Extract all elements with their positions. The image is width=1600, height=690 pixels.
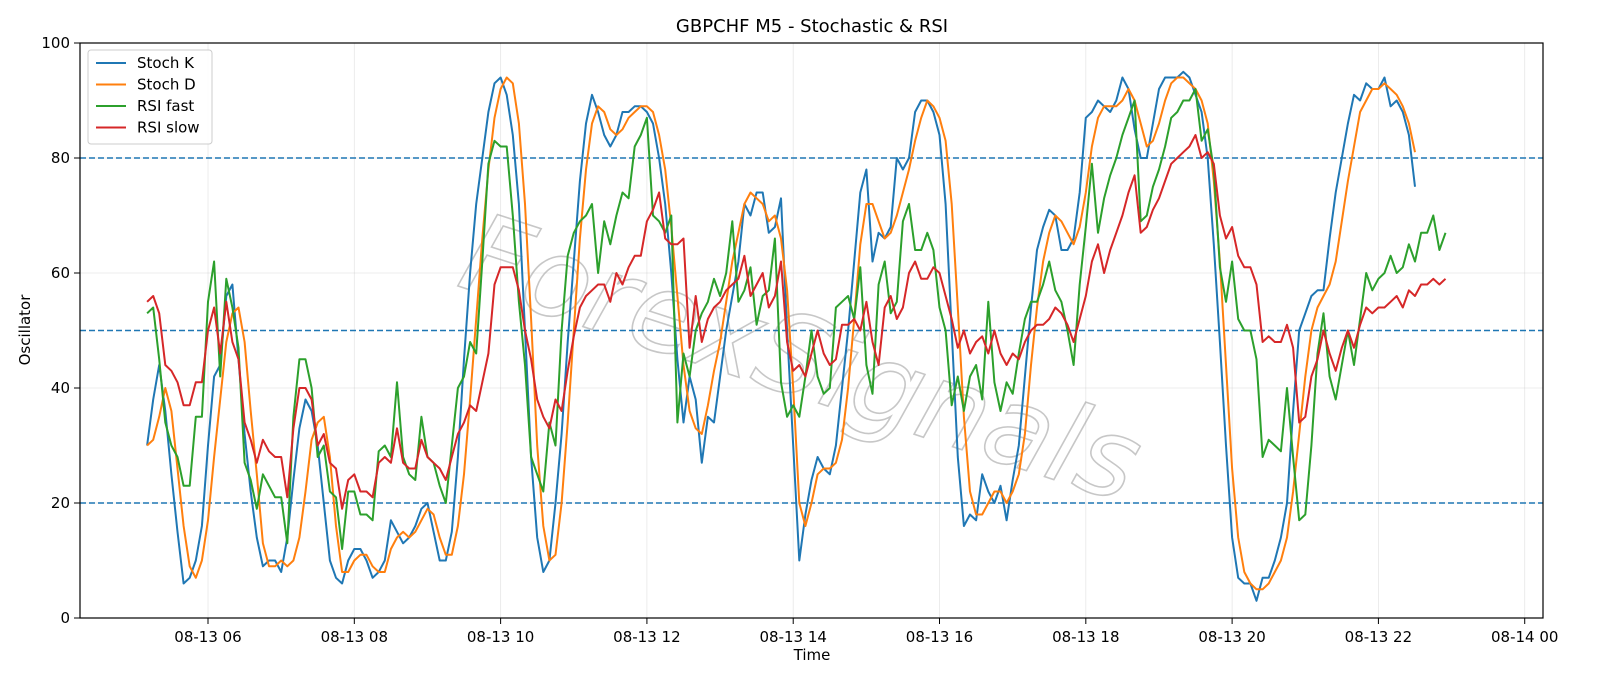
y-tick-label: 60: [51, 264, 70, 282]
x-tick-label: 08-13 22: [1345, 628, 1412, 646]
series-layer: [146, 70, 1447, 602]
y-tick-label: 40: [51, 379, 70, 397]
y-tick-label: 100: [41, 34, 70, 52]
x-tick-label: 08-13 16: [906, 628, 973, 646]
chart-title: GBPCHF M5 - Stochastic & RSI: [676, 16, 948, 37]
series-line-stoch-k: [146, 70, 1416, 602]
series-line-rsi-fast: [146, 88, 1447, 550]
legend-label: Stoch K: [137, 54, 195, 72]
x-axis-label: Time: [793, 646, 831, 664]
series-line-rsi-slow: [146, 134, 1447, 510]
x-tick-label: 08-13 20: [1198, 628, 1265, 646]
y-axis-label: Oscillator: [16, 294, 34, 366]
x-tick-label: 08-13 06: [174, 628, 241, 646]
plot-frame: [79, 42, 1544, 619]
x-tick-label: 08-13 18: [1052, 628, 1119, 646]
y-tick-label: 20: [51, 494, 70, 512]
series-line-stoch-d: [146, 76, 1416, 591]
legend: Stoch K Stoch D RSI fast RSI slow: [87, 49, 213, 145]
x-tick-label: 08-13 12: [613, 628, 680, 646]
y-tick-label: 0: [60, 609, 70, 627]
legend-box: [87, 49, 213, 145]
x-tick-label: 08-13 14: [759, 628, 826, 646]
legend-label: RSI fast: [137, 97, 194, 115]
x-tick-label: 08-13 10: [467, 628, 534, 646]
y-tick-label: 80: [51, 149, 70, 167]
y-axis: 0 20 40 60 80 100: [41, 34, 80, 627]
x-axis: 08-13 06 08-13 08 08-13 10 08-13 12 08-13 14…: [174, 618, 1558, 646]
x-tick-label: 08-13 08: [321, 628, 388, 646]
legend-label: RSI slow: [137, 119, 200, 137]
x-tick-label: 08-14 00: [1491, 628, 1558, 646]
legend-label: Stoch D: [137, 76, 196, 94]
